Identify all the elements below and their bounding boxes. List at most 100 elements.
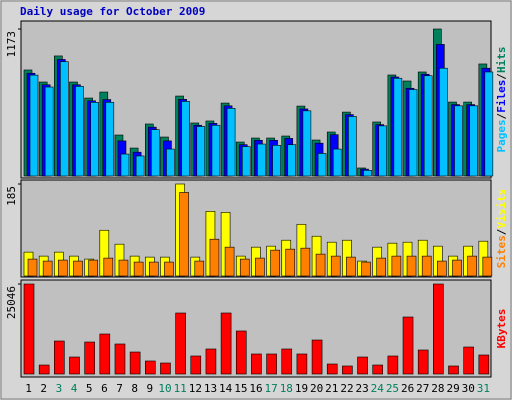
bar xyxy=(378,125,388,177)
bar xyxy=(27,258,38,277)
x-tick-label: 21 xyxy=(325,382,338,395)
legend: Sites/Visits xyxy=(495,189,508,269)
bar xyxy=(478,354,490,375)
bar xyxy=(463,346,474,375)
bar xyxy=(103,257,114,277)
bar xyxy=(181,101,190,177)
bar xyxy=(69,356,80,375)
x-tick-label: 3 xyxy=(56,382,63,395)
bar xyxy=(105,102,115,177)
x-tick-label: 28 xyxy=(431,382,444,395)
bar xyxy=(300,247,311,277)
bar xyxy=(135,155,145,177)
bar xyxy=(226,108,236,177)
bar xyxy=(120,153,130,177)
bar xyxy=(287,144,297,177)
bar xyxy=(387,355,399,375)
x-tick-label: 15 xyxy=(234,382,247,395)
bar xyxy=(330,255,341,277)
bar xyxy=(209,238,220,277)
x-tick-label: 12 xyxy=(189,382,202,395)
bar xyxy=(150,129,160,177)
bar xyxy=(88,259,98,277)
bar xyxy=(452,259,462,277)
bar xyxy=(342,365,353,375)
bar xyxy=(469,105,478,177)
bar xyxy=(391,255,402,277)
bar xyxy=(133,261,144,277)
x-tick-label: 23 xyxy=(356,382,369,395)
bar xyxy=(408,89,418,177)
bar xyxy=(42,260,53,277)
legend: Pages/Files/Hits xyxy=(495,47,508,153)
x-tick-label: 6 xyxy=(101,382,108,395)
bar xyxy=(224,246,235,277)
bar xyxy=(285,248,296,277)
x-tick-label: 29 xyxy=(446,382,459,395)
x-tick-label: 14 xyxy=(219,382,233,395)
bar xyxy=(417,349,429,375)
legend-separator: / xyxy=(495,229,508,236)
bar xyxy=(270,249,280,277)
x-tick-label: 4 xyxy=(71,382,78,395)
bar xyxy=(302,110,312,177)
legend-separator: / xyxy=(495,73,508,80)
x-tick-label: 5 xyxy=(86,382,93,395)
chart-title: Daily usage for October 2009 xyxy=(20,5,205,18)
bar xyxy=(194,260,205,277)
bar xyxy=(357,356,368,375)
legend-entry: KBytes xyxy=(495,309,508,349)
bar xyxy=(296,353,308,375)
bar xyxy=(272,144,281,177)
x-tick-label: 17 xyxy=(265,382,278,395)
legend-entry: Sites xyxy=(495,235,508,268)
x-tick-label: 18 xyxy=(280,382,293,395)
bar xyxy=(467,255,477,277)
bar xyxy=(372,364,384,375)
bar xyxy=(23,283,35,375)
x-tick-label: 26 xyxy=(401,382,414,395)
bar xyxy=(363,170,372,177)
bar xyxy=(84,341,95,375)
bar xyxy=(315,253,326,277)
x-tick-label: 9 xyxy=(147,382,154,395)
bar xyxy=(482,256,493,277)
bar xyxy=(190,355,202,375)
legend: KBytes xyxy=(495,309,508,349)
x-tick-label: 11 xyxy=(174,382,187,395)
bar xyxy=(196,126,206,177)
bar xyxy=(437,260,447,277)
bar xyxy=(75,86,84,177)
bar xyxy=(484,71,494,177)
bar xyxy=(148,261,159,277)
x-tick-label: 1 xyxy=(25,382,32,395)
bar xyxy=(164,261,174,277)
x-tick-label: 16 xyxy=(249,382,262,395)
bar xyxy=(179,192,189,277)
bar xyxy=(175,312,186,375)
bar xyxy=(73,260,83,277)
bar xyxy=(255,257,265,277)
bar xyxy=(29,74,39,177)
bar xyxy=(448,365,459,375)
x-tick-label: 8 xyxy=(131,382,138,395)
x-tick-label: 30 xyxy=(462,382,475,395)
x-tick-label: 25 xyxy=(386,382,399,395)
bar xyxy=(58,259,68,277)
bar xyxy=(281,348,293,375)
bar xyxy=(211,124,221,177)
bar xyxy=(376,257,387,277)
bar xyxy=(439,67,448,177)
bar xyxy=(220,312,232,375)
bar xyxy=(44,86,54,177)
bar xyxy=(166,148,175,177)
bar xyxy=(361,261,371,277)
bar xyxy=(326,363,338,375)
x-tick-label: 31 xyxy=(477,382,490,395)
bar xyxy=(433,283,444,375)
bar xyxy=(257,143,266,177)
bar xyxy=(251,353,262,375)
x-tick-label: 24 xyxy=(371,382,385,395)
